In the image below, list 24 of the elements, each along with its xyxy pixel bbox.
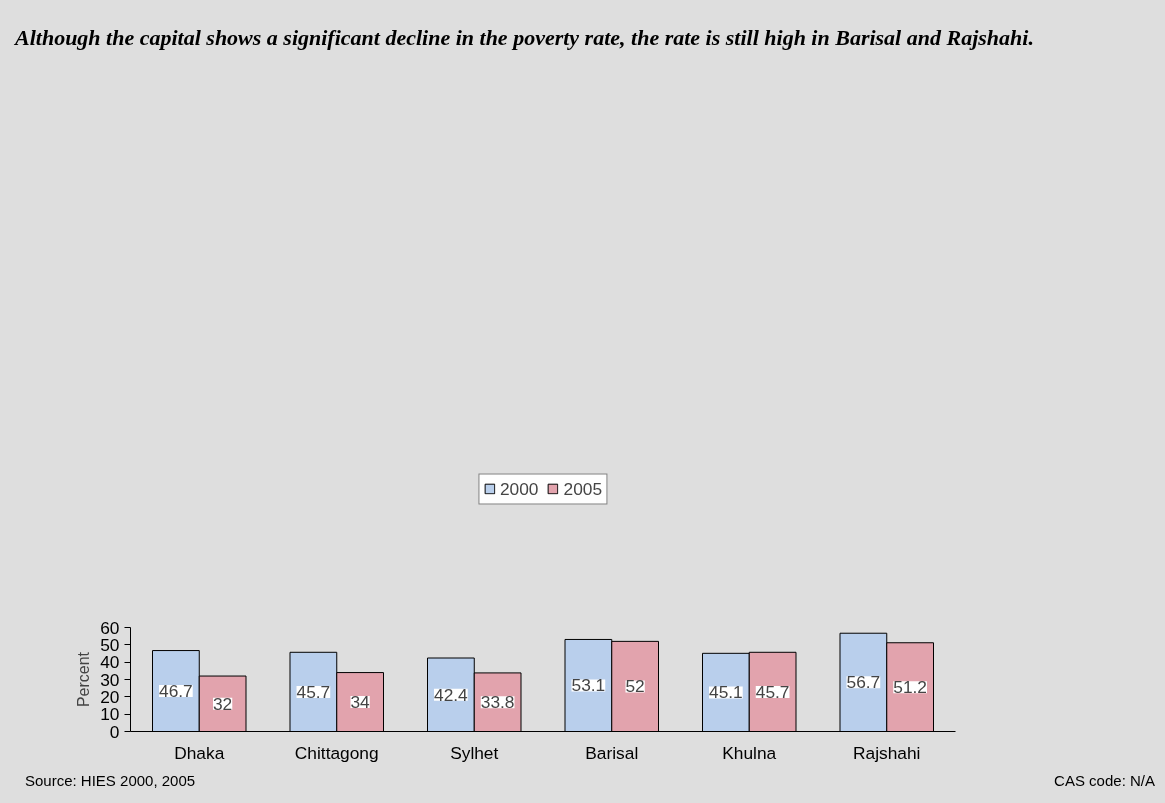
data-label: 53.1	[571, 675, 606, 696]
data-label: 45.1	[709, 682, 743, 703]
legend-label: 2000	[499, 478, 539, 500]
data-label: 56.7	[846, 672, 881, 693]
legend-label: 2005	[563, 478, 603, 500]
data-label: 52	[625, 676, 645, 697]
x-tick-label: Chittagong	[294, 742, 379, 763]
text: CAS code: N/A	[1054, 771, 1155, 791]
source-note: Source: HIES 2000, 2005	[25, 771, 196, 791]
x-tick-label: Barisal	[585, 742, 639, 763]
data-label: 42.4	[434, 684, 469, 705]
data-label: 33.8	[480, 692, 515, 713]
data-label: 51.2	[893, 677, 927, 698]
y-axis-title: Percent	[75, 651, 93, 708]
x-tick-label: Khulna	[722, 742, 777, 763]
x-tick-label: Sylhet	[450, 742, 499, 763]
x-tick-label: Rajshahi	[853, 742, 921, 763]
data-label: 45.7	[755, 681, 790, 702]
data-label: 46.7	[159, 681, 193, 702]
data-label: 34	[350, 692, 371, 713]
data-label: 45.7	[296, 681, 331, 702]
chart-title: Although the capital shows a significant decline in the poverty rate, the rate is still high in Barisal and Rajshahi.	[15, 25, 1034, 52]
x-tick-label: Dhaka	[174, 742, 225, 763]
data-label: 32	[212, 693, 233, 714]
